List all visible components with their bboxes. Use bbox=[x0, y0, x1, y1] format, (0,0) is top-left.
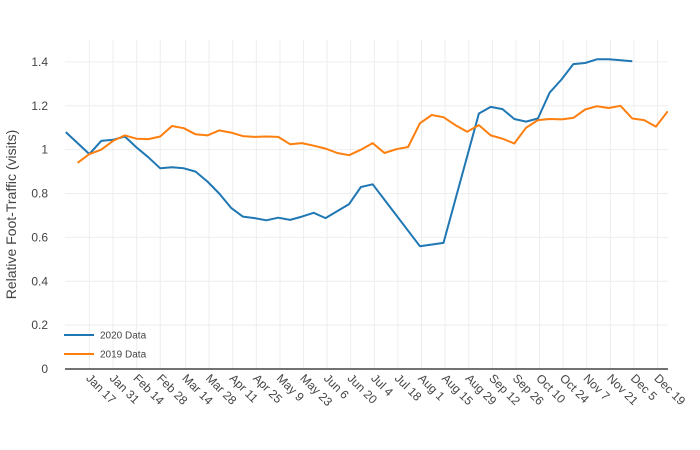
legend-label: 2020 Data bbox=[100, 331, 147, 342]
legend-label: 2019 Data bbox=[100, 350, 147, 361]
gridlines bbox=[65, 40, 668, 369]
y-axis-title: Relative Foot-Traffic (visits) bbox=[3, 130, 19, 300]
legend: 2020 Data 2019 Data bbox=[64, 331, 147, 361]
series-line-1 bbox=[77, 104, 669, 164]
y-tick-label: 1.4 bbox=[31, 55, 48, 69]
series-lines bbox=[65, 58, 669, 248]
y-tick-label: 0.2 bbox=[31, 318, 48, 332]
series-line-0 bbox=[65, 58, 633, 248]
legend-item[interactable]: 2019 Data bbox=[64, 350, 147, 361]
y-tick-label: 1 bbox=[41, 143, 48, 157]
y-tick-label: 0.8 bbox=[31, 187, 48, 201]
y-tick-label: 1.2 bbox=[31, 99, 48, 113]
y-tick-label: 0 bbox=[41, 362, 48, 376]
y-tick-label: 0.6 bbox=[31, 230, 48, 244]
legend-item[interactable]: 2020 Data bbox=[64, 331, 147, 342]
y-tick-label: 0.4 bbox=[31, 274, 48, 288]
y-tick-labels: 0 0.2 0.4 0.6 0.8 1 1.2 1.4 bbox=[31, 55, 48, 376]
